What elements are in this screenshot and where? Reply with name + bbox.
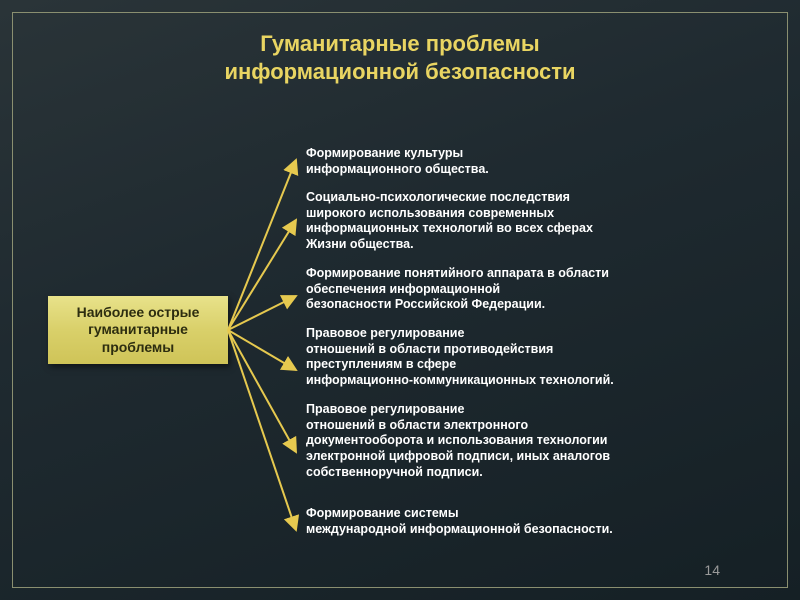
bullet-item-6: Формирование системымеждународной информ… [306,506,760,537]
bullet-item-1: Формирование культурыинформационного общ… [306,146,760,177]
slide-title: Гуманитарные проблемыинформационной безо… [0,30,800,85]
bullet-item-4: Правовое регулированиеотношений в област… [306,326,760,389]
page-number: 14 [704,562,720,578]
bullet-item-5: Правовое регулированиеотношений в област… [306,402,760,480]
bullet-item-2: Социально-психологические последствияшир… [306,190,760,253]
central-box: Наиболее острыегуманитарныепроблемы [48,296,228,364]
bullet-item-3: Формирование понятийного аппарата в обла… [306,266,760,313]
